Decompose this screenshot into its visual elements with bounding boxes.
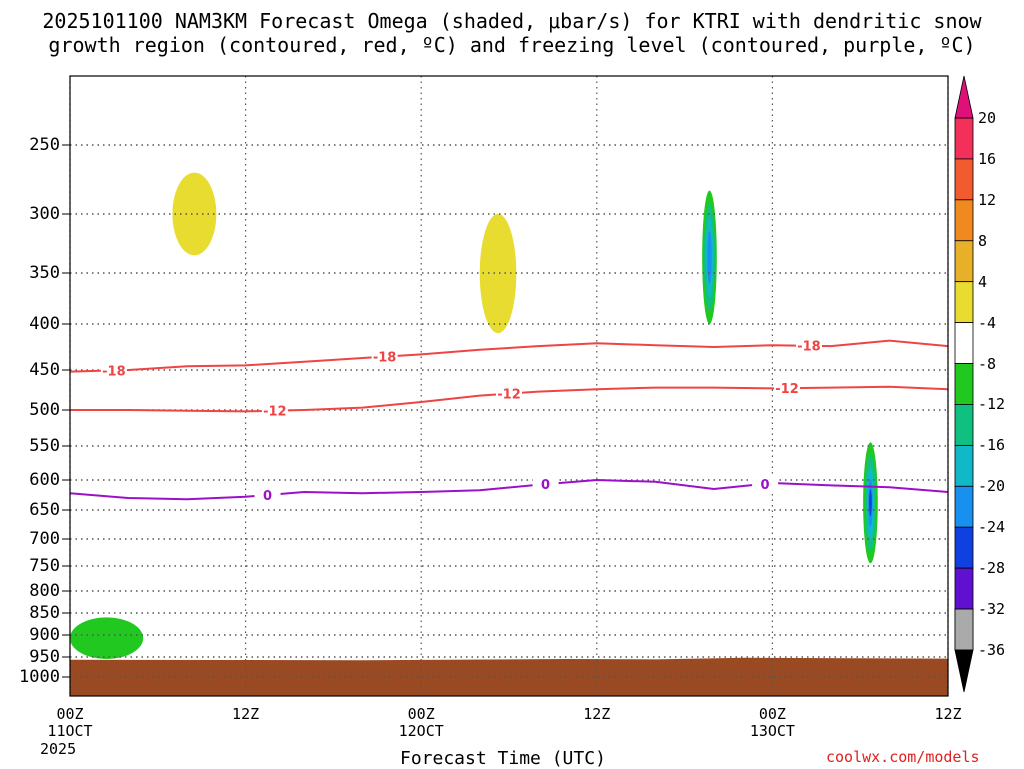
y-tick-label-650: 650 [29,500,60,520]
y-tick-label-450: 450 [29,360,60,380]
contour-label-0-1: 0 [541,478,550,493]
omega-region-1-inner4 [869,489,872,517]
colorbar-label-10: -24 [978,518,1006,537]
x-tick-year: 2025 [40,740,77,758]
plot-frame [69,75,949,697]
ground-surface [70,657,948,696]
colorbar-label-1: 16 [978,149,997,168]
colorbar-segment-7 [954,404,974,446]
ground-mask [70,657,948,696]
y-tick-label-500: 500 [29,400,60,420]
colorbar-label-5: -4 [978,313,997,332]
contour-label-bg-0-1 [532,476,559,493]
y-tick-label-800: 800 [29,581,60,601]
colorbar-label-6: -8 [978,354,997,373]
colorbar-segment-11 [954,567,974,610]
contour-label--12-1: -12 [497,388,521,403]
x-axis-title: Forecast Time (UTC) [400,748,606,769]
plot-border [69,75,949,697]
colorbar-label-7: -12 [978,395,1006,414]
y-tick-label-750: 750 [29,556,60,576]
colorbar-segment-3 [954,240,974,283]
y-tick-label-950: 950 [29,647,60,667]
y-tick-label-550: 550 [29,436,60,456]
contour-label-bg--18-2 [795,337,822,354]
omega-region-2 [172,172,217,256]
colorbar-top-cap [954,75,974,119]
x-tick-label-36-0: 12Z [583,705,611,723]
contour-label-bg--18-0 [100,362,127,379]
grid-lines [62,76,949,696]
omega-region-4 [70,617,144,659]
x-tick-label-0-0: 00Z [56,705,84,723]
chart-title-line2: growth region (contoured, red, ºC) and f… [48,33,976,57]
contour-label--12-2: -12 [775,382,799,397]
colorbar-segment-0 [954,117,974,160]
contour-label-0-0: 0 [263,489,272,504]
y-tick-label-250: 250 [29,135,60,155]
y-tick-label-700: 700 [29,529,60,549]
contour-label-bg-0-2 [752,475,779,492]
y-tick-label-350: 350 [29,263,60,283]
omega-shading [70,172,878,659]
contour-label--12-0: -12 [263,405,287,420]
colorbar-label-0: 20 [978,109,997,127]
omega-region-3 [479,214,517,334]
y-tick-label-300: 300 [29,204,60,224]
contour-label-bg--12-1 [496,385,522,402]
colorbar-segment-4 [954,281,974,324]
colorbar-segment-last [954,608,974,651]
x-tick-label-24-0: 00Z [407,705,435,723]
colorbar-bottom-cap [954,649,974,693]
colorbar-label-4: 4 [978,272,988,291]
y-tick-label-850: 850 [29,603,60,623]
contour-label-bg--12-0 [261,402,288,419]
x-tick-label-12-0: 12Z [232,705,260,723]
x-tick-label-24-1: 12OCT [398,722,444,740]
colorbar-segment-2 [954,199,974,242]
colorbar-label-11: -28 [978,559,1006,578]
colorbar-label-12: -32 [978,600,1006,619]
colorbar-segment-5 [954,322,974,364]
contour-label-bg--18-1 [371,348,398,365]
contour-label--18-0: -18 [102,364,126,379]
colorbar-segment-10 [954,526,974,569]
colorbar-segment-6 [954,363,974,405]
y-tick-label-1000: 1000 [19,667,60,687]
y-tick-label-600: 600 [29,470,60,490]
credit-text[interactable]: coolwx.com/models [826,748,980,766]
contour-lines: -18 -18 -18 -12 -12 -12 0 0 0 [69,337,949,504]
colorbar-label-3: 8 [978,231,988,250]
chart-title-line1: 2025101100 NAM3KM Forecast Omega (shaded… [42,9,982,33]
colorbar-label-2: 12 [978,190,997,209]
y-tick-label-400: 400 [29,314,60,334]
contour-label-0-2: 0 [761,478,770,493]
colorbar-label-9: -20 [978,477,1006,496]
x-tick-label-60-0: 12Z [934,705,962,723]
x-tick-label-48-0: 00Z [758,705,786,723]
contour-label--18-2: -18 [797,340,821,355]
colorbar-label-13: -36 [978,641,1006,659]
colorbar-segment-9 [954,485,974,528]
x-tick-label-48-1: 13OCT [749,722,795,740]
x-tick-label-0-1: 11OCT [47,722,93,740]
colorbar-label-8: -16 [978,436,1006,455]
contour-label--18-1: -18 [373,351,397,366]
contour-0 [69,478,949,501]
contour-label-bg-0-0 [254,487,281,503]
contour-label-bg--12-2 [774,380,801,397]
colorbar-segment-8 [954,444,974,487]
colorbar [954,75,974,693]
y-tick-label-900: 900 [29,625,60,645]
colorbar-segment-1 [954,158,974,201]
omega-region-0-inner3 [707,230,712,284]
